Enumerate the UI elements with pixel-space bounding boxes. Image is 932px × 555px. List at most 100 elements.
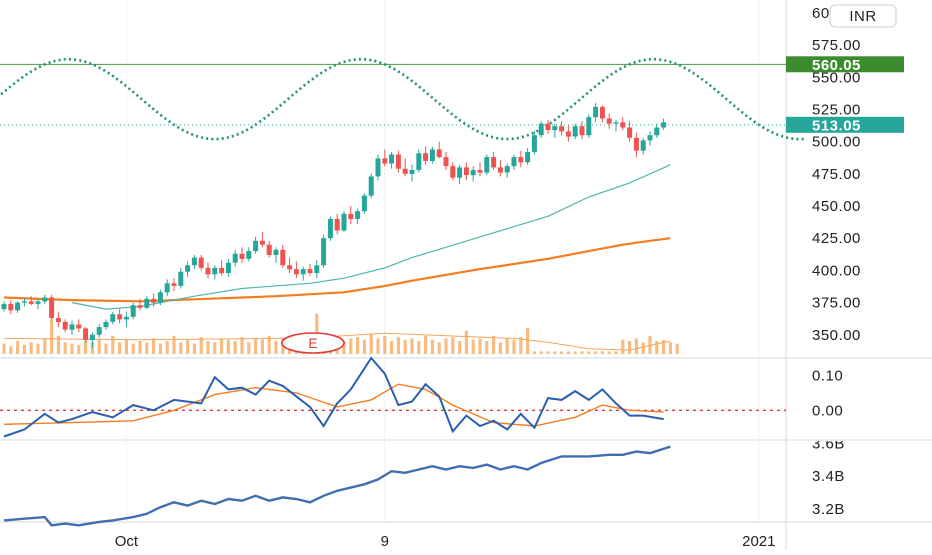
- candle[interactable]: [246, 247, 252, 262]
- candle[interactable]: [15, 301, 21, 313]
- candle[interactable]: [35, 298, 41, 310]
- candle[interactable]: [497, 159, 503, 177]
- candle[interactable]: [375, 154, 381, 181]
- candle[interactable]: [178, 267, 184, 289]
- candle[interactable]: [559, 121, 565, 136]
- candle[interactable]: [232, 249, 238, 267]
- candle[interactable]: [361, 193, 367, 214]
- candle[interactable]: [225, 258, 231, 277]
- candle[interactable]: [389, 152, 395, 169]
- candle[interactable]: [572, 123, 578, 140]
- candle[interactable]: [164, 279, 170, 297]
- candle[interactable]: [171, 278, 177, 291]
- candle[interactable]: [579, 121, 585, 140]
- candle[interactable]: [633, 132, 639, 158]
- candle[interactable]: [504, 163, 510, 178]
- candle[interactable]: [314, 260, 320, 279]
- candle[interactable]: [151, 293, 157, 307]
- candle[interactable]: [457, 164, 463, 185]
- candle[interactable]: [599, 105, 605, 123]
- candle[interactable]: [613, 119, 619, 132]
- candle[interactable]: [1, 301, 7, 312]
- candle[interactable]: [341, 211, 347, 232]
- candle[interactable]: [212, 265, 218, 280]
- candle[interactable]: [654, 123, 660, 138]
- candle[interactable]: [327, 216, 333, 241]
- candle[interactable]: [103, 319, 109, 330]
- candle[interactable]: [219, 260, 225, 276]
- candle[interactable]: [191, 255, 197, 270]
- candle[interactable]: [49, 294, 55, 321]
- candle[interactable]: [395, 150, 401, 173]
- candle[interactable]: [123, 311, 129, 328]
- candle[interactable]: [640, 137, 646, 155]
- candle[interactable]: [484, 154, 490, 176]
- candle[interactable]: [627, 121, 633, 142]
- candle[interactable]: [545, 119, 551, 134]
- candle[interactable]: [538, 121, 544, 138]
- candle[interactable]: [157, 289, 163, 306]
- candle[interactable]: [525, 148, 531, 165]
- candle[interactable]: [144, 296, 150, 310]
- currency-badge[interactable]: INR: [829, 4, 897, 28]
- candle[interactable]: [307, 264, 313, 276]
- candle[interactable]: [89, 332, 95, 348]
- candle[interactable]: [477, 162, 483, 177]
- candle[interactable]: [280, 244, 286, 268]
- candle[interactable]: [470, 166, 476, 182]
- candle[interactable]: [300, 266, 306, 281]
- candle[interactable]: [586, 114, 592, 138]
- candle[interactable]: [130, 302, 136, 320]
- candle[interactable]: [565, 124, 571, 142]
- candle[interactable]: [402, 158, 408, 177]
- candle[interactable]: [443, 152, 449, 170]
- candle[interactable]: [42, 294, 48, 304]
- candle[interactable]: [259, 231, 265, 248]
- candle[interactable]: [321, 234, 327, 268]
- candle[interactable]: [83, 327, 89, 343]
- candle[interactable]: [593, 103, 599, 123]
- candle[interactable]: [198, 255, 204, 271]
- candle[interactable]: [531, 131, 537, 155]
- candle[interactable]: [409, 164, 415, 182]
- candle[interactable]: [355, 208, 361, 225]
- candle[interactable]: [416, 149, 422, 173]
- candle[interactable]: [110, 311, 116, 325]
- candle[interactable]: [293, 261, 299, 279]
- candle[interactable]: [463, 162, 469, 181]
- candle[interactable]: [382, 149, 388, 167]
- candle[interactable]: [287, 257, 293, 273]
- candle[interactable]: [239, 247, 245, 263]
- candle[interactable]: [518, 150, 524, 168]
- candle[interactable]: [429, 146, 435, 164]
- candle[interactable]: [28, 296, 34, 306]
- candle[interactable]: [253, 236, 259, 254]
- candle[interactable]: [511, 154, 517, 171]
- candle[interactable]: [185, 261, 191, 277]
- candle[interactable]: [21, 297, 27, 307]
- candle[interactable]: [273, 247, 279, 263]
- candle[interactable]: [450, 162, 456, 181]
- candle[interactable]: [661, 118, 667, 131]
- candle[interactable]: [266, 240, 272, 258]
- last-price-tag[interactable]: 513.05: [786, 116, 904, 135]
- candle[interactable]: [552, 123, 558, 138]
- horizontal-level-tag[interactable]: 560.05: [786, 56, 904, 74]
- candle[interactable]: [606, 113, 612, 129]
- candle[interactable]: [647, 131, 653, 146]
- candle[interactable]: [348, 206, 354, 225]
- candle[interactable]: [205, 262, 211, 279]
- candle[interactable]: [368, 173, 374, 199]
- candle[interactable]: [423, 146, 429, 165]
- candle[interactable]: [137, 298, 143, 311]
- candle[interactable]: [491, 152, 497, 170]
- candle[interactable]: [76, 319, 82, 333]
- candle[interactable]: [117, 309, 123, 324]
- candle[interactable]: [620, 117, 626, 131]
- candle[interactable]: [96, 324, 102, 338]
- candle[interactable]: [69, 320, 75, 335]
- candle[interactable]: [55, 311, 61, 328]
- candle[interactable]: [436, 141, 442, 159]
